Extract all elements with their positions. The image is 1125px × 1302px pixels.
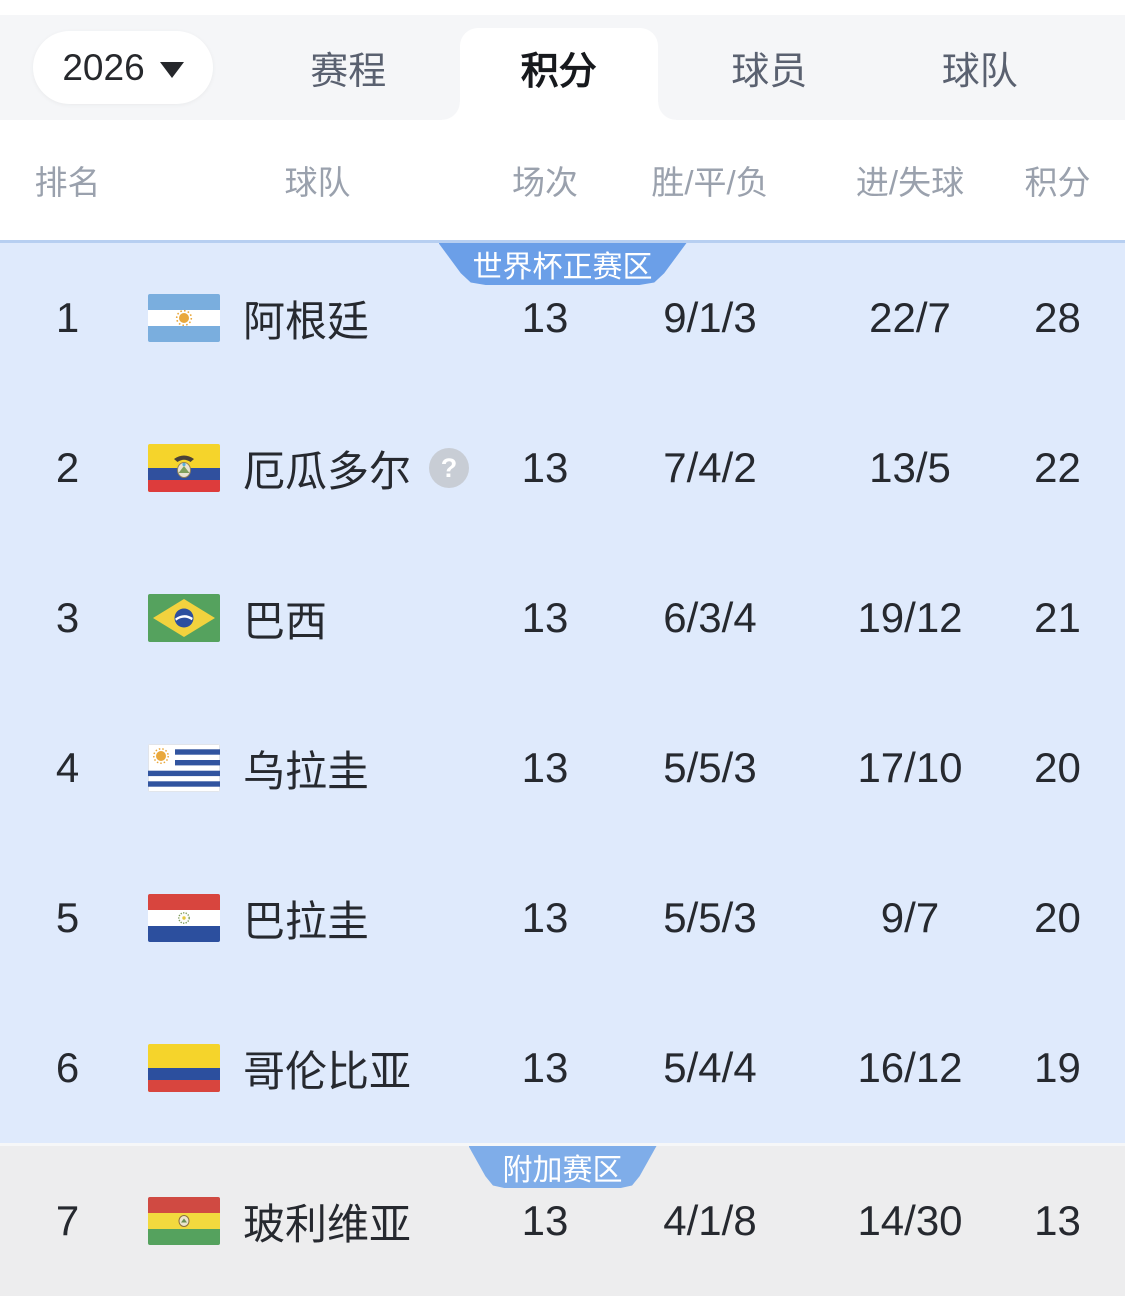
team-name: 乌拉圭 — [243, 747, 370, 795]
wdl-cell: 5/4/4 — [663, 1044, 757, 1091]
points-cell: 13 — [1034, 1197, 1081, 1244]
table-section: 附加赛区 7 玻利维亚 ? 13 4/1/8 14/30 13 — [0, 1143, 1125, 1296]
standings-table: 世界杯正赛区 1 阿根廷 ? 13 9/1/3 22/7 28 2 厄瓜多尔 ?… — [0, 240, 1125, 1296]
played-cell: 13 — [521, 1197, 569, 1244]
tab-label: 球队 — [941, 51, 1018, 93]
header-rank: 排名 — [34, 164, 101, 201]
points-cell: 20 — [1034, 894, 1081, 941]
played-cell: 13 — [521, 744, 569, 791]
chevron-down-icon — [159, 62, 184, 78]
rank-cell: 2 — [55, 444, 80, 491]
wdl-cell: 4/1/8 — [663, 1197, 757, 1244]
section-rows: 1 阿根廷 ? 13 9/1/3 22/7 28 2 厄瓜多尔 ? 13 7/4… — [0, 243, 1125, 1143]
team-cell: 玻利维亚 ? — [135, 1191, 500, 1252]
team-name: 巴拉圭 — [243, 897, 370, 945]
points-cell: 22 — [1034, 444, 1081, 491]
active-tab-background — [441, 28, 676, 120]
team-cell: 哥伦比亚 ? — [135, 1038, 500, 1099]
table-row[interactable]: 1 阿根廷 ? 13 9/1/3 22/7 28 — [0, 243, 1125, 393]
flag-icon-argentina — [148, 294, 220, 342]
points-cell: 19 — [1034, 1044, 1081, 1091]
played-cell: 13 — [521, 1044, 569, 1091]
toolbar: 2026 赛程 积分 球员 球队 — [0, 15, 1125, 120]
table-row[interactable]: 4 乌拉圭 ? 13 5/5/3 17/10 20 — [0, 693, 1125, 843]
played-cell: 13 — [521, 294, 569, 341]
zone-badge: 世界杯正赛区 — [438, 243, 687, 285]
flag-icon-brazil — [148, 594, 220, 642]
help-icon[interactable]: ? — [429, 448, 470, 488]
flag-icon-colombia — [148, 1044, 220, 1092]
tab-1[interactable]: 赛程 — [243, 15, 454, 120]
team-cell: 巴西 ? — [135, 588, 500, 649]
header-wdl: 胜/平/负 — [651, 164, 769, 201]
tab-3[interactable]: 球员 — [664, 15, 875, 120]
goals-cell: 13/5 — [869, 444, 951, 491]
header-played: 场次 — [512, 164, 578, 201]
goals-cell: 9/7 — [880, 894, 940, 941]
wdl-cell: 5/5/3 — [663, 744, 757, 791]
played-cell: 13 — [521, 444, 569, 491]
table-row[interactable]: 5 巴拉圭 ? 13 5/5/3 9/7 20 — [0, 843, 1125, 993]
flag-icon-paraguay — [148, 894, 220, 942]
played-cell: 13 — [521, 594, 569, 641]
tab-label: 积分 — [520, 51, 597, 93]
flag-icon-ecuador — [148, 444, 220, 492]
rank-cell: 3 — [55, 594, 80, 641]
table-row[interactable]: 6 哥伦比亚 ? 13 5/4/4 16/12 19 — [0, 993, 1125, 1143]
season-label: 2026 — [62, 46, 145, 88]
zone-badge: 附加赛区 — [468, 1146, 657, 1188]
team-cell: 乌拉圭 ? — [135, 738, 500, 799]
goals-cell: 22/7 — [869, 294, 951, 341]
team-cell: 厄瓜多尔 ? — [135, 438, 500, 499]
points-cell: 21 — [1034, 594, 1081, 641]
table-row[interactable]: 7 玻利维亚 ? 13 4/1/8 14/30 13 — [0, 1146, 1125, 1296]
points-cell: 28 — [1034, 294, 1081, 341]
rank-cell: 6 — [55, 1044, 80, 1091]
team-name: 哥伦比亚 — [243, 1047, 412, 1095]
table-row[interactable]: 3 巴西 ? 13 6/3/4 19/12 21 — [0, 543, 1125, 693]
tab-bar: 赛程 积分 球员 球队 — [243, 15, 1085, 120]
team-name: 巴西 — [243, 597, 328, 645]
team-name: 玻利维亚 — [243, 1200, 412, 1248]
goals-cell: 17/10 — [857, 744, 963, 791]
points-cell: 20 — [1034, 744, 1081, 791]
section-rows: 7 玻利维亚 ? 13 4/1/8 14/30 13 — [0, 1146, 1125, 1296]
team-name: 阿根廷 — [243, 297, 370, 345]
header-goals: 进/失球 — [855, 164, 965, 201]
top-strip — [0, 0, 1125, 15]
played-cell: 13 — [521, 894, 569, 941]
team-cell: 阿根廷 ? — [135, 288, 500, 349]
table-section: 世界杯正赛区 1 阿根廷 ? 13 9/1/3 22/7 28 2 厄瓜多尔 ?… — [0, 240, 1125, 1143]
table-header: 排名 球队 场次 胜/平/负 进/失球 积分 — [0, 120, 1125, 240]
goals-cell: 19/12 — [857, 594, 963, 641]
flag-icon-bolivia — [148, 1197, 220, 1245]
team-name: 厄瓜多尔 — [243, 447, 412, 495]
header-team: 球队 — [284, 164, 351, 201]
rank-cell: 7 — [55, 1197, 80, 1244]
tab-label: 球员 — [731, 51, 808, 93]
tab-4[interactable]: 球队 — [875, 15, 1086, 120]
rank-cell: 4 — [55, 744, 80, 791]
team-cell: 巴拉圭 ? — [135, 888, 500, 949]
season-dropdown[interactable]: 2026 — [33, 31, 213, 104]
table-row[interactable]: 2 厄瓜多尔 ? 13 7/4/2 13/5 22 — [0, 393, 1125, 543]
rank-cell: 1 — [55, 294, 80, 341]
tab-2[interactable]: 积分 — [441, 15, 676, 120]
wdl-cell: 5/5/3 — [663, 894, 757, 941]
wdl-cell: 7/4/2 — [663, 444, 757, 491]
flag-icon-uruguay — [148, 744, 220, 792]
goals-cell: 16/12 — [857, 1044, 963, 1091]
wdl-cell: 6/3/4 — [663, 594, 757, 641]
header-points: 积分 — [1024, 164, 1091, 201]
goals-cell: 14/30 — [857, 1197, 963, 1244]
tab-label: 赛程 — [310, 51, 387, 93]
wdl-cell: 9/1/3 — [663, 294, 757, 341]
rank-cell: 5 — [55, 894, 80, 941]
